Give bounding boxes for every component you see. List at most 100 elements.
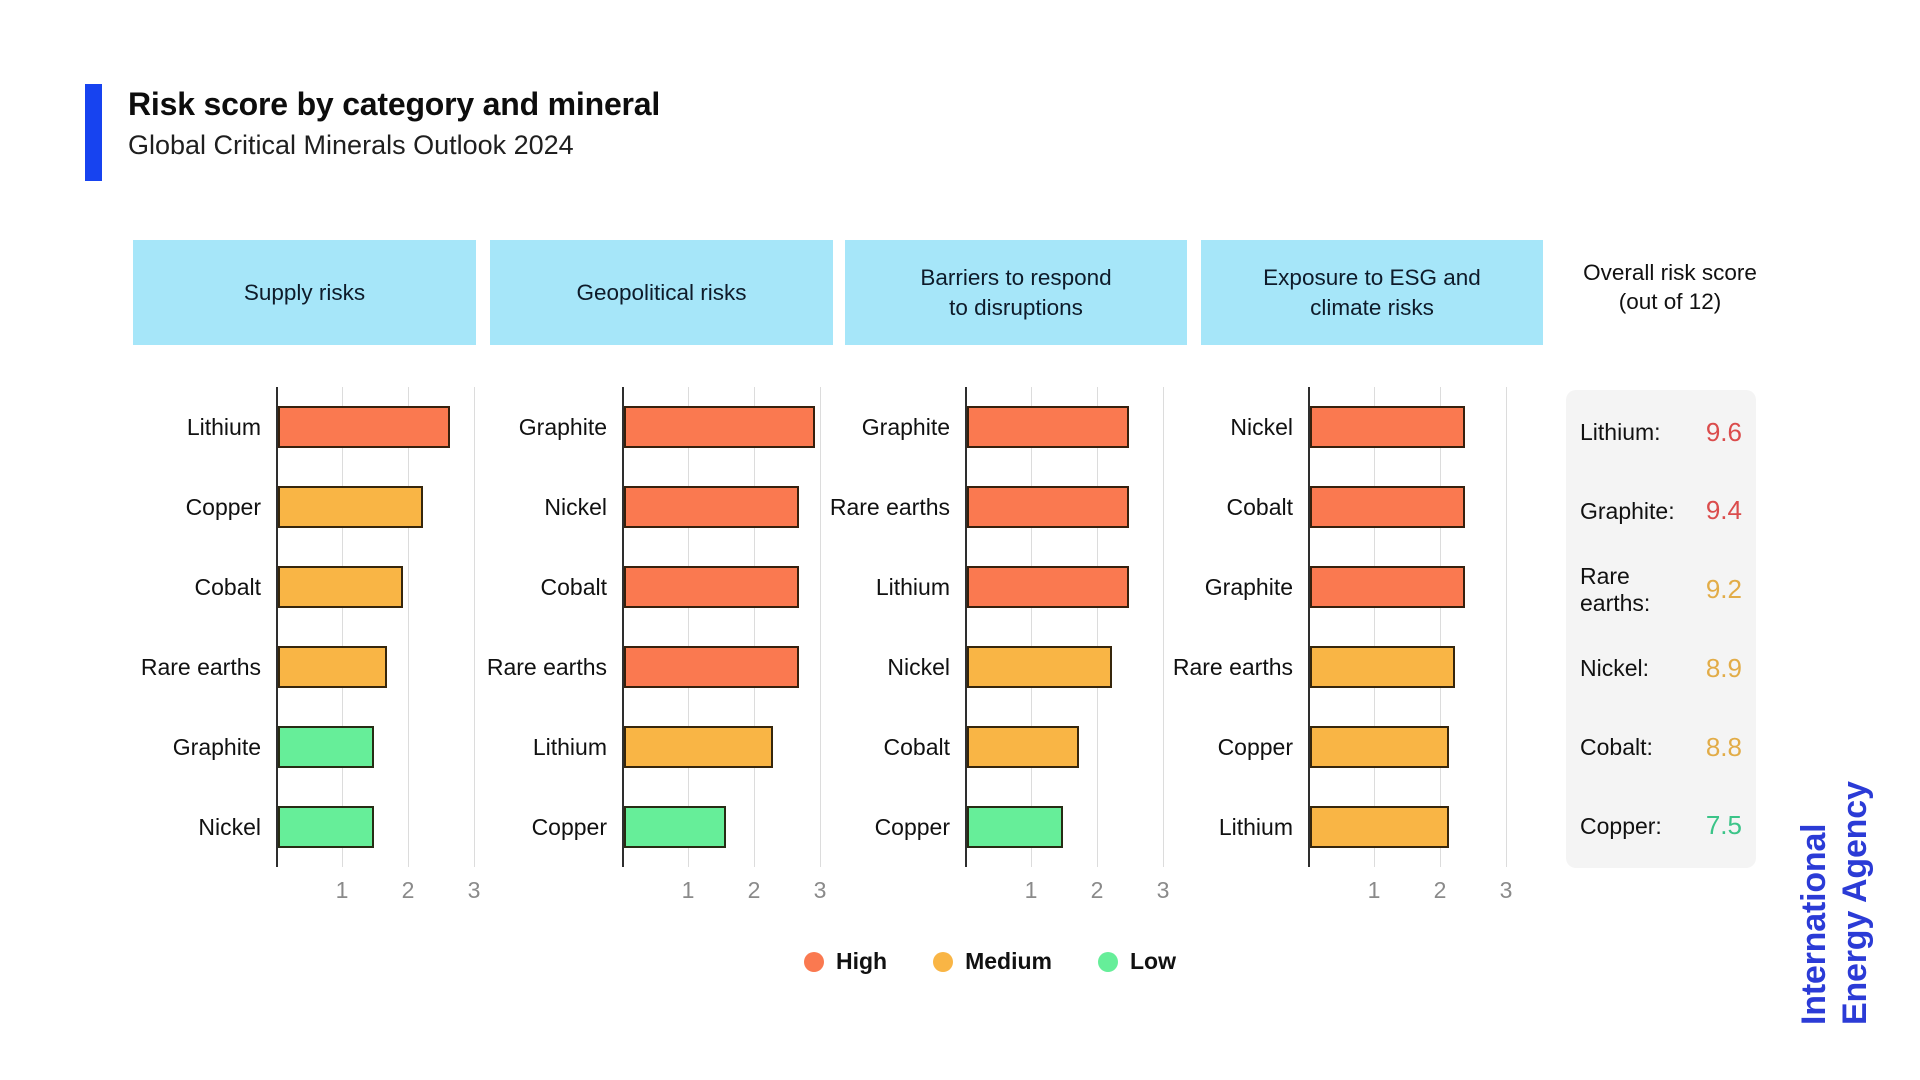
bar-area bbox=[622, 787, 867, 867]
bar-area bbox=[1308, 387, 1553, 467]
x-axis-ticks: 1 2 3 bbox=[276, 877, 511, 907]
risk-bar-copper bbox=[278, 486, 424, 528]
risk-bar-graphite bbox=[278, 726, 374, 768]
risk-bar-nickel bbox=[967, 646, 1113, 688]
bar-area bbox=[622, 707, 867, 787]
gridline-1 bbox=[688, 387, 689, 867]
risk-bar-rare-earths bbox=[1310, 646, 1456, 688]
bar-area bbox=[965, 547, 1210, 627]
iea-wordmark-text: International Energy Agency bbox=[1794, 733, 1880, 1025]
score-value: 7.5 bbox=[1705, 810, 1742, 841]
overall-score-row: Copper: 7.5 bbox=[1580, 794, 1742, 858]
bar-row: Graphite bbox=[1123, 547, 1553, 627]
category-label: Copper bbox=[874, 813, 950, 840]
bar-row: Graphite bbox=[780, 387, 1210, 467]
risk-bar-copper bbox=[967, 806, 1063, 848]
x-axis-ticks: 1 2 3 bbox=[622, 877, 857, 907]
overall-score-row: Graphite: 9.4 bbox=[1580, 479, 1742, 543]
gridline-2 bbox=[1440, 387, 1441, 867]
x-tick-label: 3 bbox=[813, 877, 827, 903]
risk-bar-copper bbox=[1310, 726, 1449, 768]
category-label: Rare earths bbox=[486, 653, 607, 680]
risk-bar-cobalt bbox=[1310, 486, 1466, 528]
y-axis-line bbox=[1308, 387, 1310, 867]
mineral-label: Graphite: bbox=[1580, 497, 1675, 524]
category-label: Nickel bbox=[1230, 413, 1293, 440]
overall-score-row: Lithium: 9.6 bbox=[1580, 400, 1742, 464]
risk-bar-rare-earths bbox=[624, 646, 799, 688]
risk-bar-graphite bbox=[624, 406, 816, 448]
risk-bar-cobalt bbox=[967, 726, 1080, 768]
bar-row: Copper bbox=[780, 787, 1210, 867]
bar-row: Graphite bbox=[91, 707, 521, 787]
gridline-1 bbox=[1031, 387, 1032, 867]
risk-bar-graphite bbox=[967, 406, 1129, 448]
bar-row: Lithium bbox=[91, 387, 521, 467]
risk-bar-cobalt bbox=[278, 566, 404, 608]
score-value: 9.6 bbox=[1705, 416, 1742, 447]
risk-bar-nickel bbox=[278, 806, 374, 848]
bar-area bbox=[622, 387, 867, 467]
legend-dot-icon bbox=[1098, 951, 1118, 972]
iea-wordmark: International Energy Agency bbox=[1794, 733, 1880, 1025]
bar-row: Copper bbox=[437, 787, 867, 867]
category-label: Rare earths bbox=[1172, 653, 1293, 680]
score-value: 9.2 bbox=[1705, 574, 1742, 605]
category-label: Graphite bbox=[861, 413, 950, 440]
x-tick-label: 1 bbox=[335, 877, 349, 903]
risk-bar-copper bbox=[624, 806, 727, 848]
mineral-label: Lithium: bbox=[1580, 418, 1661, 445]
risk-bar-lithium bbox=[1310, 806, 1449, 848]
gridline-2 bbox=[754, 387, 755, 867]
x-tick-label: 3 bbox=[1156, 877, 1170, 903]
gridline-2 bbox=[1097, 387, 1098, 867]
category-label: Nickel bbox=[544, 493, 607, 520]
x-tick-label: 2 bbox=[401, 877, 415, 903]
chart-panel-supply-risks: Lithium Copper Cobalt Rare earths Graphite Ni… bbox=[91, 387, 521, 907]
x-tick-label: 2 bbox=[1433, 877, 1447, 903]
category-label: Copper bbox=[1217, 733, 1293, 760]
legend-item-high: High bbox=[804, 948, 887, 975]
y-axis-line bbox=[276, 387, 278, 867]
overall-score-row: Cobalt: 8.8 bbox=[1580, 715, 1742, 779]
iea-wordmark-line2: Energy Agency bbox=[1835, 781, 1874, 1025]
x-tick-label: 2 bbox=[747, 877, 761, 903]
category-label: Lithium bbox=[532, 733, 607, 760]
gridline-3 bbox=[1506, 387, 1507, 867]
plot-gridlines bbox=[1308, 387, 1543, 867]
bar-row: Lithium bbox=[1123, 787, 1553, 867]
bar-row: Nickel bbox=[1123, 387, 1553, 467]
legend-item-medium: Medium bbox=[933, 948, 1052, 975]
category-label: Copper bbox=[531, 813, 607, 840]
title-block: Risk score by category and mineral Globa… bbox=[85, 84, 660, 181]
column-header-overall-risk-score: Overall risk score (out of 12) bbox=[1583, 260, 1757, 315]
bar-area bbox=[965, 707, 1210, 787]
risk-bar-lithium bbox=[278, 406, 450, 448]
bar-area bbox=[276, 707, 521, 787]
overall-score-row: Nickel: 8.9 bbox=[1580, 636, 1742, 700]
bar-row: Nickel bbox=[91, 787, 521, 867]
category-label: Lithium bbox=[1218, 813, 1293, 840]
plot-gridlines bbox=[965, 387, 1200, 867]
page-title: Risk score by category and mineral bbox=[128, 86, 661, 122]
category-label: Lithium bbox=[186, 413, 261, 440]
x-tick-label: 2 bbox=[1090, 877, 1104, 903]
legend-dot-icon bbox=[933, 951, 954, 972]
risk-bar-rare-earths bbox=[278, 646, 387, 688]
chart-panel-exposure-to-esg-and-climate-risks: Nickel Cobalt Graphite Rare earths Copper Lit… bbox=[1123, 387, 1553, 907]
score-value: 9.4 bbox=[1705, 495, 1742, 526]
chart-panel-geopolitical-risks: Graphite Nickel Cobalt Rare earths Lithium Co… bbox=[437, 387, 867, 907]
category-label: Cobalt bbox=[883, 733, 950, 760]
mineral-label: Copper: bbox=[1580, 812, 1662, 839]
bar-area bbox=[276, 467, 521, 547]
category-label: Cobalt bbox=[1226, 493, 1293, 520]
risk-bar-nickel bbox=[1310, 406, 1466, 448]
category-label: Rare earths bbox=[140, 653, 261, 680]
title-accent-bar bbox=[85, 84, 102, 181]
legend-label: Low bbox=[1130, 948, 1176, 974]
plot-gridlines bbox=[276, 387, 511, 867]
overall-score-panel: Lithium: 9.6 Graphite: 9.4 Rare earths: 9.2 Ni… bbox=[1566, 390, 1756, 868]
category-label: Nickel bbox=[198, 813, 261, 840]
column-header-geopolitical-risks: Geopolitical risks bbox=[490, 240, 833, 345]
